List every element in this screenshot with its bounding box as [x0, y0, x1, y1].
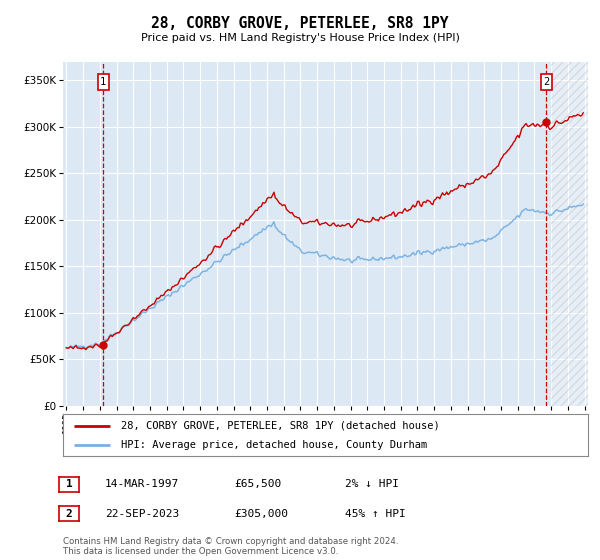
Text: 45% ↑ HPI: 45% ↑ HPI	[345, 508, 406, 519]
Text: 28, CORBY GROVE, PETERLEE, SR8 1PY: 28, CORBY GROVE, PETERLEE, SR8 1PY	[151, 16, 449, 31]
Text: 2: 2	[543, 77, 550, 87]
Text: Contains HM Land Registry data © Crown copyright and database right 2024.: Contains HM Land Registry data © Crown c…	[63, 537, 398, 546]
Text: £65,500: £65,500	[234, 479, 281, 489]
Text: 2: 2	[65, 508, 73, 519]
Text: 2% ↓ HPI: 2% ↓ HPI	[345, 479, 399, 489]
Text: 1: 1	[100, 77, 106, 87]
Text: 22-SEP-2023: 22-SEP-2023	[105, 508, 179, 519]
Text: £305,000: £305,000	[234, 508, 288, 519]
Text: HPI: Average price, detached house, County Durham: HPI: Average price, detached house, Coun…	[121, 440, 427, 450]
Text: This data is licensed under the Open Government Licence v3.0.: This data is licensed under the Open Gov…	[63, 547, 338, 556]
Text: 28, CORBY GROVE, PETERLEE, SR8 1PY (detached house): 28, CORBY GROVE, PETERLEE, SR8 1PY (deta…	[121, 421, 439, 431]
Text: 14-MAR-1997: 14-MAR-1997	[105, 479, 179, 489]
Text: Price paid vs. HM Land Registry's House Price Index (HPI): Price paid vs. HM Land Registry's House …	[140, 33, 460, 43]
Bar	[551, 34, 600, 406]
Text: 1: 1	[65, 479, 73, 489]
